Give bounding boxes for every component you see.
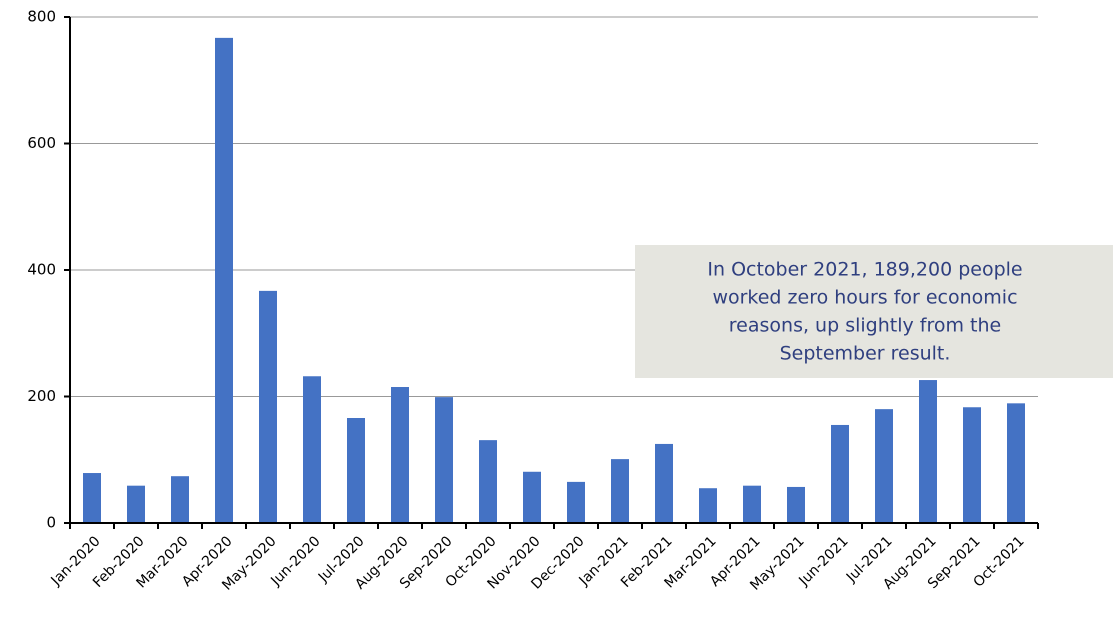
bar (215, 37, 233, 524)
annotation-text: reasons, up slightly from the (729, 315, 1001, 337)
y-tick-label: 200 (27, 387, 56, 405)
bar (523, 471, 541, 523)
bar (127, 485, 145, 523)
bar (171, 476, 189, 523)
bar (655, 443, 673, 523)
bar (875, 409, 893, 523)
bar (963, 407, 981, 523)
bar (611, 459, 629, 523)
bar (347, 418, 365, 523)
bar (259, 290, 277, 523)
annotation-text: worked zero hours for economic (712, 287, 1017, 309)
bar (83, 473, 101, 523)
annotation-text: September result. (780, 343, 951, 365)
y-tick-label: 600 (27, 134, 56, 152)
bar (743, 485, 761, 523)
y-tick-label: 0 (46, 514, 56, 532)
annotation-text: In October 2021, 189,200 people (707, 259, 1022, 281)
y-tick-label: 800 (27, 8, 56, 26)
bar (831, 424, 849, 523)
y-tick-label: 400 (27, 261, 56, 279)
bar (479, 440, 497, 523)
bar (303, 376, 321, 523)
bar (391, 387, 409, 523)
bar (435, 397, 453, 523)
bar (699, 488, 717, 523)
annotation-box (635, 245, 1113, 378)
bar (787, 486, 805, 523)
bar (919, 380, 937, 523)
bar (567, 481, 585, 523)
bar (1007, 403, 1025, 523)
